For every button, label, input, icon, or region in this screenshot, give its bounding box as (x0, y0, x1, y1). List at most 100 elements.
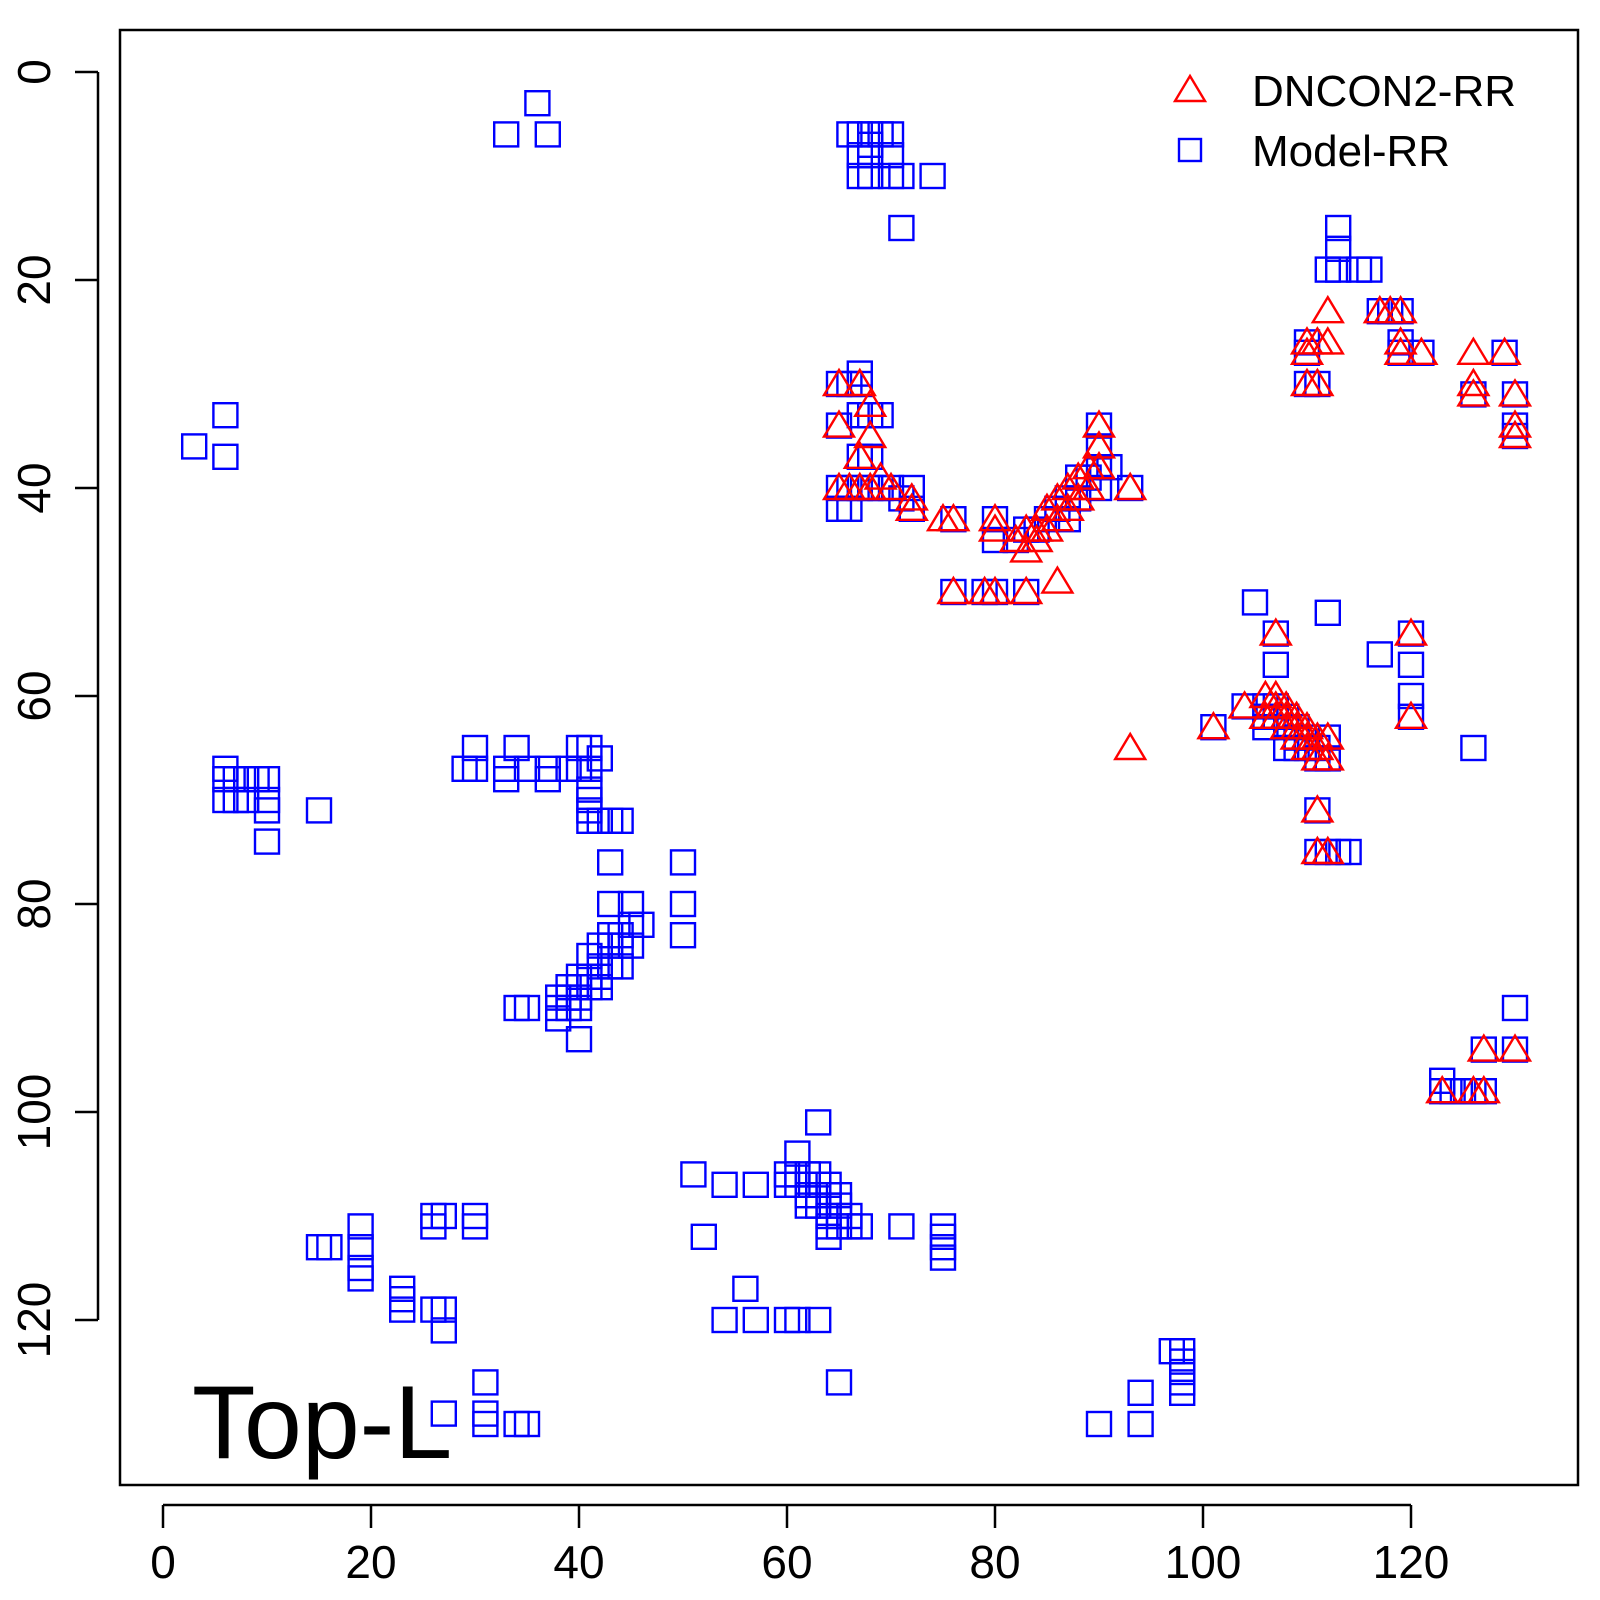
x-tick-label: 100 (1165, 1536, 1242, 1588)
dncon2-rr-point (1029, 513, 1065, 542)
model-rr-point (617, 890, 645, 918)
dncon2-rr-point (1310, 721, 1345, 750)
series-dncon2-rr (821, 294, 1533, 1104)
dncon2-rr-point (853, 388, 888, 417)
model-rr-point (493, 766, 520, 793)
dncon2-rr-point (1466, 1074, 1501, 1104)
model-rr-point (1262, 651, 1290, 678)
model-rr-point (1168, 1379, 1196, 1407)
dncon2-rr-point (1113, 731, 1148, 761)
dncon2-rr-point (1196, 710, 1231, 740)
model-rr-point (461, 1213, 489, 1240)
legend-label: DNCON2-RR (1252, 67, 1516, 116)
dncon2-rr-point (1040, 482, 1075, 511)
dncon2-rr-point (936, 502, 971, 532)
annotation-top-l: Top-L (192, 1365, 452, 1481)
dncon2-rr-point (977, 502, 1013, 532)
dncon2-rr-point (1404, 336, 1439, 365)
dncon2-rr-point (1456, 378, 1491, 407)
model-rr-point (669, 890, 697, 918)
legend: DNCON2-RR Model-RR (1172, 67, 1516, 176)
model-rr-point (347, 1265, 374, 1292)
model-rr-point (545, 1005, 572, 1032)
model-rr-point (347, 1233, 374, 1261)
model-rr-point (513, 1410, 541, 1438)
model-rr-point (1460, 734, 1487, 762)
dncon2-rr-point (1019, 523, 1054, 553)
y-tick-label: 80 (8, 878, 60, 929)
model-rr-point (1356, 256, 1383, 283)
model-rr-point (888, 214, 915, 242)
model-rr-point (253, 797, 281, 824)
dncon2-rr-point (1071, 471, 1106, 501)
model-rr-point (784, 1140, 811, 1167)
x-axis: 0 20 40 60 80 100 120 (150, 1503, 1450, 1588)
model-rr-point (669, 849, 697, 876)
model-rr-point (316, 1233, 343, 1261)
dncon2-rr-point (1300, 731, 1335, 761)
model-rr-point (347, 1213, 374, 1240)
dncon2-rr-point (1279, 700, 1314, 729)
model-rr-point (586, 745, 613, 772)
model-rr-point (628, 911, 655, 938)
model-rr-point (742, 1306, 769, 1334)
dncon2-rr-point (894, 492, 929, 521)
dncon2-rr-point (1466, 1033, 1501, 1062)
model-rr-point (888, 1213, 915, 1240)
dncon2-rr-point (894, 482, 929, 511)
model-rr-point (846, 1213, 873, 1240)
x-tick-label: 60 (761, 1536, 812, 1588)
model-rr-point (690, 1223, 717, 1251)
dncon2-rr-point (821, 367, 857, 397)
dncon2-rr-point (1456, 367, 1491, 397)
dncon2-rr-point (1050, 471, 1085, 501)
model-rr-point (857, 162, 884, 190)
dncon2-rr-point (863, 461, 898, 490)
dncon2-rr-point (1113, 471, 1148, 501)
legend-label: Model-RR (1252, 127, 1450, 176)
model-rr-point (1501, 994, 1529, 1022)
model-rr-point (253, 766, 281, 793)
dncon2-rr-point (1383, 326, 1418, 355)
model-rr-point (1314, 599, 1342, 626)
model-rr-point (576, 942, 603, 970)
y-tick-label: 120 (8, 1282, 60, 1359)
model-rr-point (680, 1161, 707, 1188)
model-rr-point (576, 734, 603, 762)
dncon2-rr-point (1289, 710, 1325, 740)
x-tick-label: 20 (345, 1536, 396, 1588)
model-rr-point (565, 994, 593, 1022)
model-rr-point (1397, 682, 1425, 710)
dncon2-rr-point (1310, 835, 1345, 865)
dncon2-rr-point (1050, 492, 1085, 521)
dncon2-rr-point (1310, 294, 1345, 324)
dncon2-rr-point (821, 409, 857, 438)
model-rr-point (389, 1296, 416, 1323)
model-rr-point (805, 1306, 832, 1334)
x-tick-label: 40 (553, 1536, 604, 1588)
model-rr-point (597, 890, 624, 918)
model-rr-point (877, 121, 905, 148)
model-rr-point (430, 1202, 457, 1230)
model-rr-point (857, 141, 884, 169)
model-rr-point (430, 1400, 457, 1427)
y-tick-label: 100 (8, 1074, 60, 1151)
model-rr-point (929, 1244, 957, 1271)
dncon2-rr-point (1497, 409, 1533, 438)
model-rr-point (565, 755, 593, 782)
y-tick-label: 0 (8, 59, 60, 85)
dncon2-rr-point (1497, 419, 1533, 449)
dncon2-rr-point (1040, 502, 1075, 532)
dncon2-rr-point (1081, 450, 1117, 480)
model-rr-point (1127, 1410, 1154, 1438)
model-rr-point (513, 755, 541, 782)
model-rr-point (1324, 214, 1352, 242)
x-tick-label: 120 (1373, 1536, 1450, 1588)
x-tick-label: 0 (150, 1536, 176, 1588)
model-rr-point (825, 1369, 853, 1396)
dncon2-rr-point (1310, 742, 1345, 771)
dncon2-rr-point (977, 513, 1013, 542)
dncon2-rr-point (1258, 617, 1293, 646)
model-rr-point (513, 994, 541, 1022)
